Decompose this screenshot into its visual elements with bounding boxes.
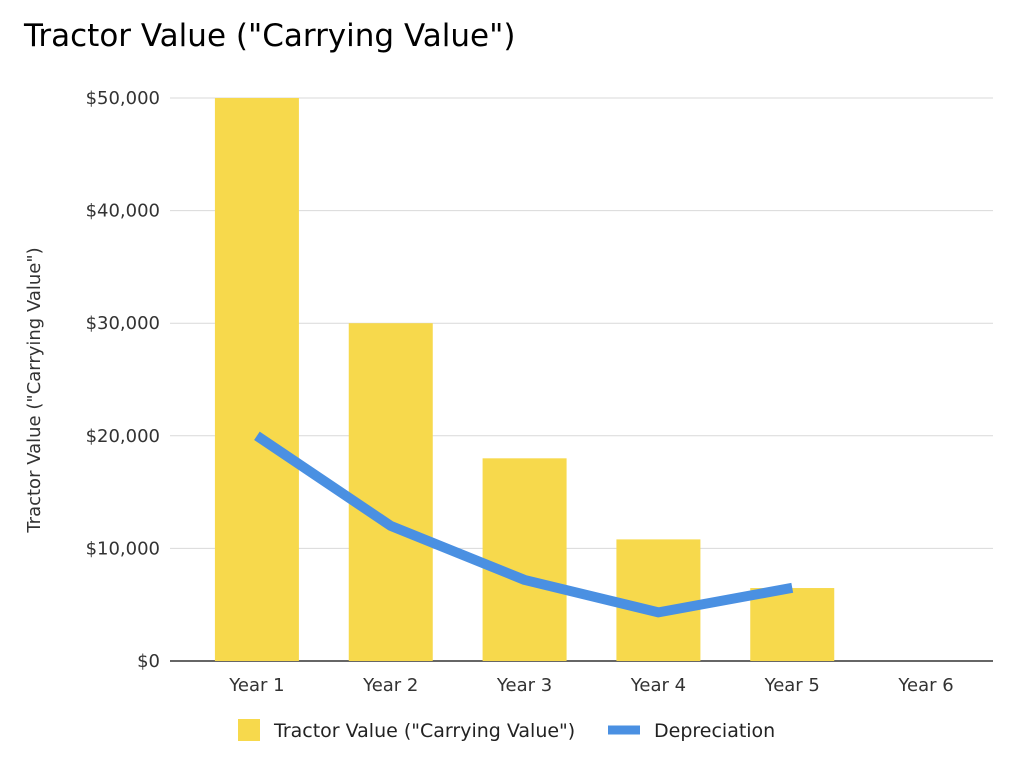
- gridlines: [170, 97, 993, 662]
- x-tick-labels: Year 1 Year 2 Year 3 Year 4 Year 5 Year 6: [228, 675, 953, 696]
- legend-swatch-tractor-value: [238, 719, 260, 741]
- y-tick-label: $50,000: [86, 88, 160, 109]
- x-tick-label: Year 4: [630, 675, 686, 696]
- y-tick-label: $10,000: [86, 538, 160, 559]
- legend: Tractor Value ("Carrying Value") Deprecia…: [238, 719, 775, 742]
- bar: [348, 323, 433, 661]
- x-tick-label: Year 2: [362, 675, 418, 696]
- bar: [616, 539, 701, 661]
- y-axis-title: Tractor Value ("Carrying Value"): [24, 247, 45, 533]
- x-tick-label: Year 3: [496, 675, 552, 696]
- bar: [750, 588, 835, 661]
- y-tick-labels: $0 $10,000 $20,000 $30,000 $40,000 $50,000: [86, 88, 160, 672]
- x-tick-label: Year 5: [764, 675, 820, 696]
- x-tick-label: Year 1: [228, 675, 284, 696]
- legend-label-tractor-value: Tractor Value ("Carrying Value"): [273, 720, 575, 742]
- y-tick-label: $20,000: [86, 426, 160, 447]
- bar-series: [214, 98, 835, 661]
- bar: [214, 98, 299, 661]
- y-tick-label: $0: [137, 651, 160, 672]
- x-tick-label: Year 6: [897, 675, 953, 696]
- line-series: [254, 431, 794, 618]
- legend-label-depreciation: Depreciation: [654, 720, 775, 742]
- bar: [482, 458, 567, 661]
- y-tick-label: $30,000: [86, 313, 160, 334]
- chart-title: Tractor Value ("Carrying Value"): [24, 18, 516, 54]
- y-tick-label: $40,000: [86, 201, 160, 222]
